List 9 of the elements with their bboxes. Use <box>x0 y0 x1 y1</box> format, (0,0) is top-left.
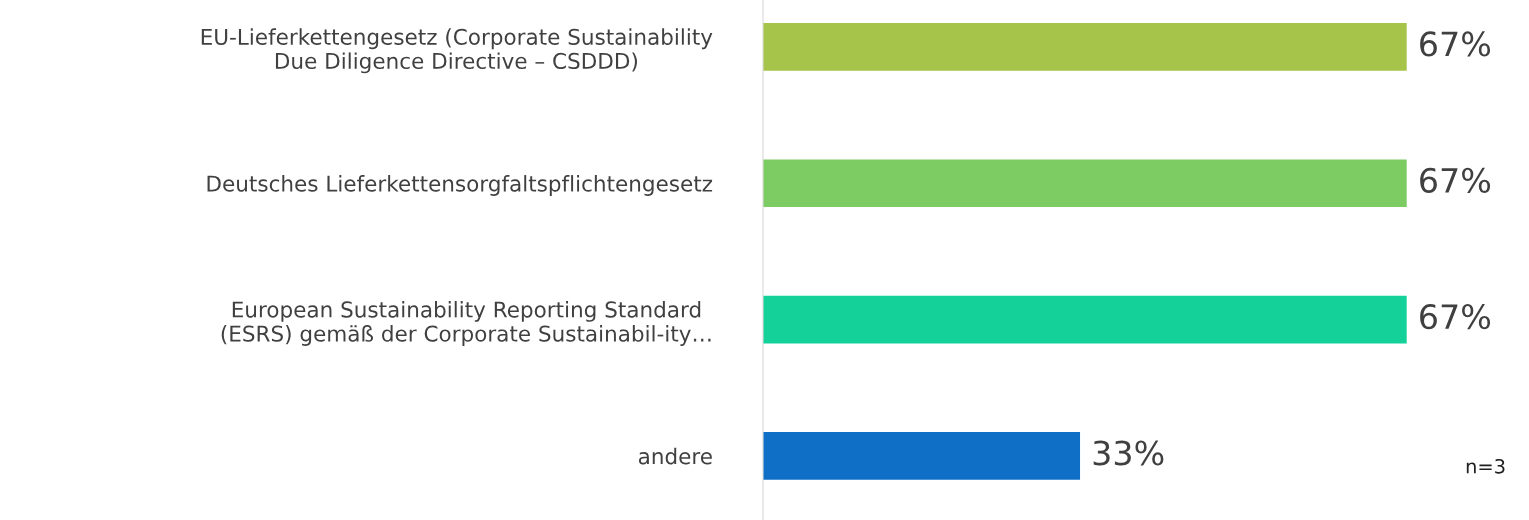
y-tick-label: European Sustainability Reporting Standard (ESRS) gemäß der Corporate Sustainabil-ity… <box>221 300 711 346</box>
y-tick-label: EU-Lieferkettengesetz (Corporate Sustainability Due Diligence Directive – CSDDD) <box>201 28 713 74</box>
y-tick-label: Deutsches Lieferkettensorgfaltspflichtengesetz <box>207 175 713 196</box>
text: n=3 <box>1466 458 1505 474</box>
data-label: 33% <box>1093 440 1164 466</box>
data-label: 67% <box>1420 167 1491 193</box>
data-label: 67% <box>1420 304 1491 330</box>
data-label: 67% <box>1420 31 1491 57</box>
y-tick-label: andere <box>638 447 712 465</box>
